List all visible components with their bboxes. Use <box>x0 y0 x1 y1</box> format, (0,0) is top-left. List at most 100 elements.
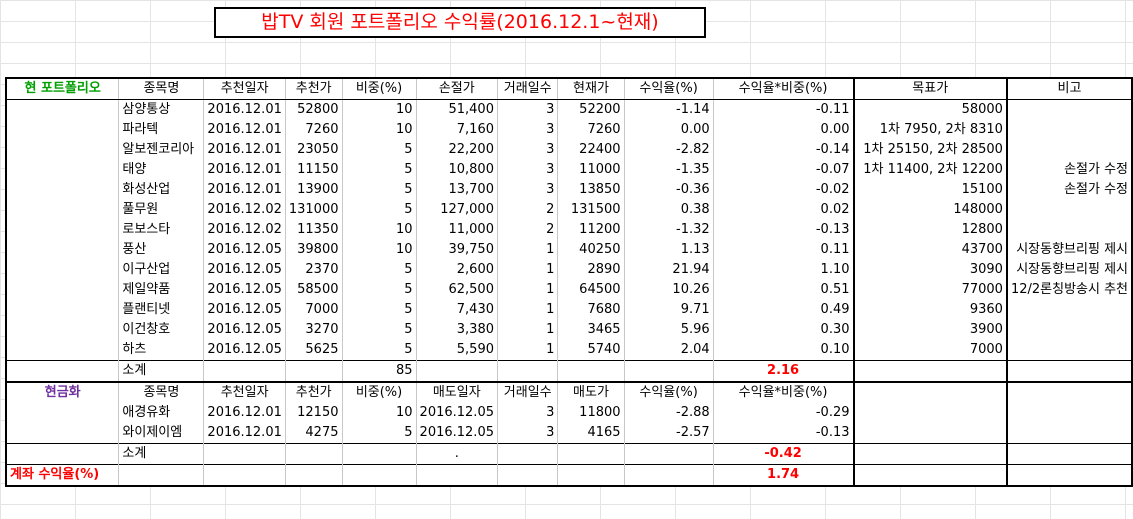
subtotal-label[interactable]: 소계 <box>118 360 205 382</box>
data-cell[interactable]: 7,160 <box>415 120 498 140</box>
column-header[interactable]: 수익율(%) <box>623 77 714 100</box>
data-cell[interactable]: 5 <box>341 160 417 180</box>
empty-cell[interactable] <box>5 260 120 280</box>
empty-cell[interactable] <box>496 464 559 487</box>
data-cell[interactable] <box>1006 340 1133 361</box>
empty-cell[interactable] <box>5 300 120 320</box>
data-cell[interactable]: 2.04 <box>623 340 714 361</box>
empty-cell[interactable] <box>852 464 1008 487</box>
column-header[interactable]: 매도일자 <box>415 381 498 403</box>
data-cell[interactable]: 58500 <box>284 280 343 300</box>
data-cell[interactable]: -0.07 <box>712 160 855 180</box>
data-cell[interactable]: 5 <box>341 340 417 361</box>
data-cell[interactable]: 52800 <box>284 99 343 120</box>
stock-name[interactable]: 알보젠코리아 <box>118 140 205 160</box>
data-cell[interactable]: 5 <box>341 140 417 160</box>
data-cell[interactable]: 7680 <box>557 300 625 320</box>
data-cell[interactable]: 5 <box>341 260 417 280</box>
empty-cell[interactable] <box>557 360 625 382</box>
data-cell[interactable]: -1.14 <box>623 99 714 120</box>
data-cell[interactable]: 2016.12.05 <box>203 300 286 320</box>
data-cell[interactable]: 2016.12.05 <box>415 423 498 444</box>
data-cell[interactable]: 1차 25150, 2차 28500 <box>852 140 1008 160</box>
data-cell[interactable] <box>1006 320 1133 340</box>
data-cell[interactable]: 0.11 <box>712 240 855 260</box>
data-cell[interactable]: 58000 <box>852 99 1008 120</box>
data-cell[interactable]: 3 <box>496 180 559 200</box>
empty-cell[interactable] <box>496 360 559 382</box>
data-cell[interactable]: 1.10 <box>712 260 855 280</box>
data-cell[interactable]: 4165 <box>557 423 625 444</box>
data-cell[interactable]: -1.35 <box>623 160 714 180</box>
empty-cell[interactable] <box>415 464 498 487</box>
empty-cell[interactable] <box>203 360 286 382</box>
data-cell[interactable]: 5740 <box>557 340 625 361</box>
stock-name[interactable]: 하츠 <box>118 340 205 361</box>
empty-cell[interactable] <box>5 120 120 140</box>
data-cell[interactable]: 5,590 <box>415 340 498 361</box>
data-cell[interactable]: 2016.12.01 <box>203 140 286 160</box>
data-cell[interactable]: 1 <box>496 280 559 300</box>
stock-name[interactable]: 제일약품 <box>118 280 205 300</box>
data-cell[interactable]: 5.96 <box>623 320 714 340</box>
section-label-cash[interactable]: 현금화 <box>5 381 120 403</box>
data-cell[interactable]: 2016.12.01 <box>203 99 286 120</box>
data-cell[interactable] <box>1006 220 1133 240</box>
data-cell[interactable]: 3 <box>496 423 559 444</box>
stock-name[interactable]: 애경유화 <box>118 403 205 423</box>
subtotal-return[interactable]: -0.42 <box>712 443 855 465</box>
empty-cell[interactable] <box>852 423 1008 444</box>
data-cell[interactable]: 2016.12.05 <box>203 260 286 280</box>
data-cell[interactable]: 2016.12.01 <box>203 180 286 200</box>
data-cell[interactable]: 2016.12.01 <box>203 160 286 180</box>
column-header[interactable]: 종목명 <box>118 381 205 403</box>
data-cell[interactable]: 시장동향브리핑 제시 <box>1006 260 1133 280</box>
column-header[interactable]: 비중(%) <box>341 381 417 403</box>
data-cell[interactable]: 12150 <box>284 403 343 423</box>
data-cell[interactable]: 11200 <box>557 220 625 240</box>
data-cell[interactable] <box>1006 300 1133 320</box>
data-cell[interactable]: 2016.12.05 <box>203 320 286 340</box>
data-cell[interactable]: 3465 <box>557 320 625 340</box>
data-cell[interactable]: 13,700 <box>415 180 498 200</box>
data-cell[interactable]: -0.29 <box>712 403 855 423</box>
empty-cell[interactable] <box>5 340 120 361</box>
data-cell[interactable]: 1 <box>496 240 559 260</box>
data-cell[interactable]: 손절가 수정 <box>1006 180 1133 200</box>
empty-cell[interactable] <box>1006 464 1133 487</box>
data-cell[interactable]: 1차 11400, 2차 12200 <box>852 160 1008 180</box>
data-cell[interactable] <box>1006 120 1133 140</box>
data-cell[interactable]: 0.02 <box>712 200 855 220</box>
empty-cell[interactable] <box>5 160 120 180</box>
data-cell[interactable]: 0.00 <box>712 120 855 140</box>
data-cell[interactable]: 1 <box>496 320 559 340</box>
data-cell[interactable]: 11350 <box>284 220 343 240</box>
empty-cell[interactable] <box>284 360 343 382</box>
empty-cell[interactable] <box>496 443 559 465</box>
data-cell[interactable]: 2890 <box>557 260 625 280</box>
data-cell[interactable]: 51,400 <box>415 99 498 120</box>
data-cell[interactable]: 64500 <box>557 280 625 300</box>
data-cell[interactable]: 시장동향브리핑 제시 <box>1006 240 1133 260</box>
data-cell[interactable]: 7000 <box>852 340 1008 361</box>
data-cell[interactable]: 5625 <box>284 340 343 361</box>
data-cell[interactable]: 10 <box>341 120 417 140</box>
empty-cell[interactable] <box>5 240 120 260</box>
empty-cell[interactable] <box>852 381 1008 403</box>
data-cell[interactable]: 7000 <box>284 300 343 320</box>
stock-name[interactable]: 삼양통상 <box>118 99 205 120</box>
data-cell[interactable]: 11800 <box>557 403 625 423</box>
data-cell[interactable]: 0.49 <box>712 300 855 320</box>
column-header[interactable]: 비고 <box>1006 77 1133 100</box>
data-cell[interactable]: 10 <box>341 220 417 240</box>
section-label-portfolio[interactable]: 현 포트폴리오 <box>5 77 120 100</box>
empty-cell[interactable] <box>1006 381 1133 403</box>
data-cell[interactable]: 1차 7950, 2차 8310 <box>852 120 1008 140</box>
empty-cell[interactable] <box>623 360 714 382</box>
data-cell[interactable]: -0.36 <box>623 180 714 200</box>
data-cell[interactable]: 2016.12.02 <box>203 200 286 220</box>
empty-cell[interactable] <box>623 443 714 465</box>
data-cell[interactable]: 7260 <box>284 120 343 140</box>
data-cell[interactable]: 7260 <box>557 120 625 140</box>
data-cell[interactable]: -2.82 <box>623 140 714 160</box>
